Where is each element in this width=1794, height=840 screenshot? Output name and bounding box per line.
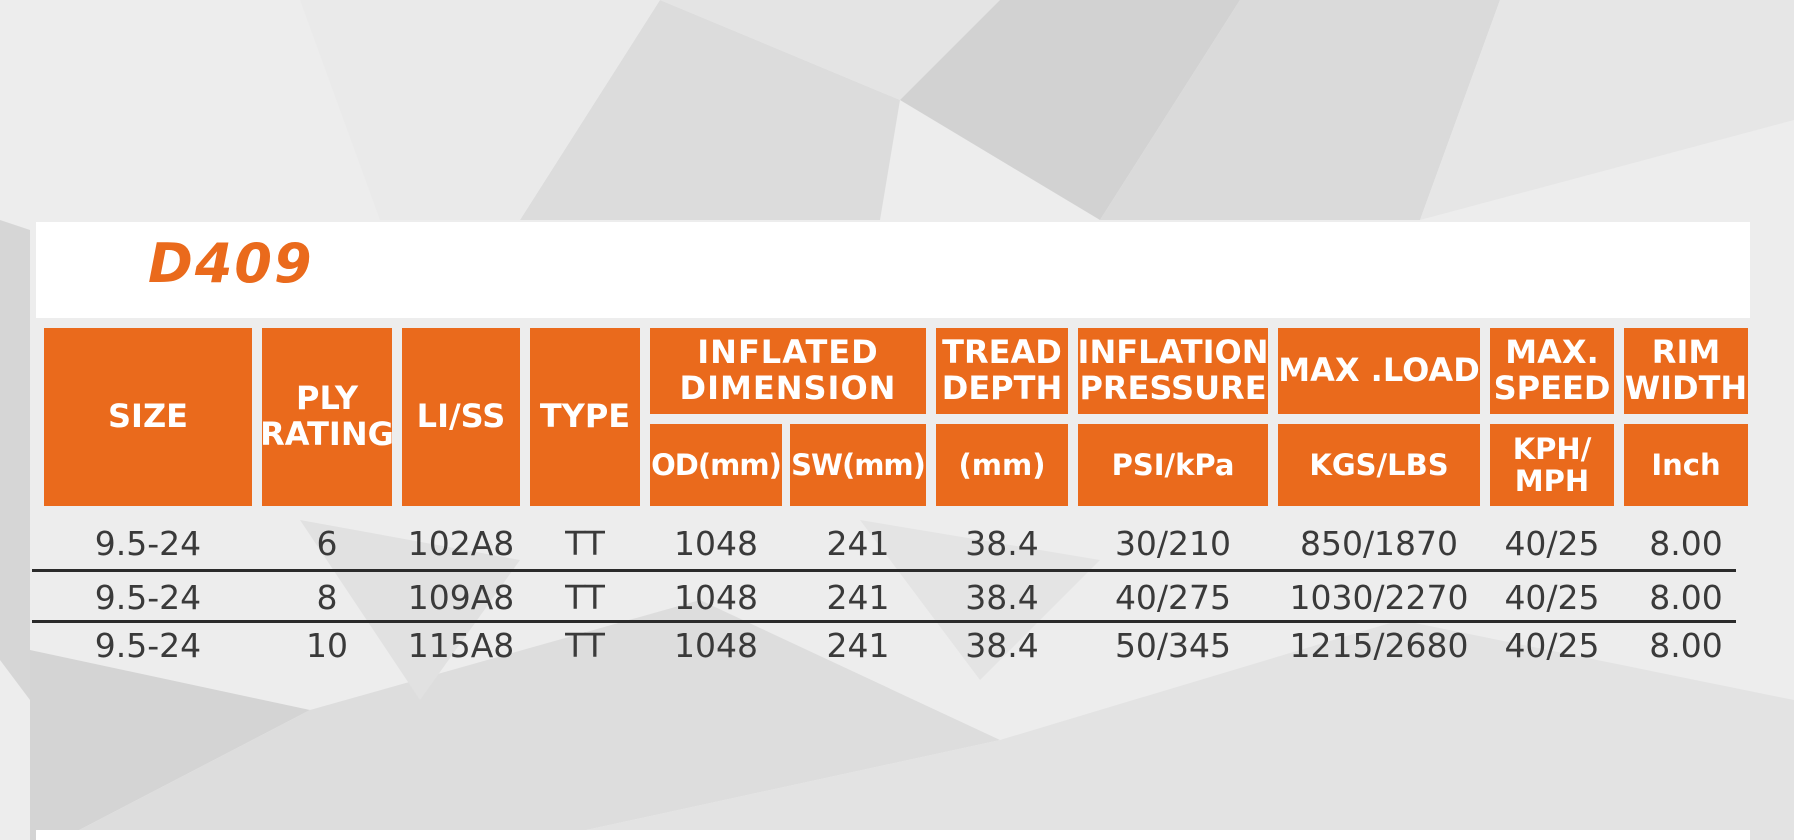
bottom-strip bbox=[36, 830, 1750, 840]
cell-speed: 40/25 bbox=[1504, 577, 1600, 617]
header-sw: SW(mm) bbox=[790, 424, 926, 506]
product-title: D409 bbox=[148, 232, 314, 295]
cell-type: TT bbox=[565, 625, 605, 665]
cell-size: 9.5-24 bbox=[94, 625, 202, 665]
cell-od: 1048 bbox=[674, 625, 758, 665]
cell-load: 1030/2270 bbox=[1289, 577, 1469, 617]
cell-load: 1215/2680 bbox=[1289, 625, 1469, 665]
cell-li-ss: 109A8 bbox=[407, 577, 515, 617]
cell-tread: 38.4 bbox=[965, 523, 1039, 563]
header-max-speed: MAX. SPEED bbox=[1490, 328, 1614, 414]
table-row: 9.5-24 6 102A8 TT 1048 241 38.4 30/210 8… bbox=[32, 518, 1736, 568]
header-inflation-pressure-unit: PSI/kPa bbox=[1078, 424, 1268, 506]
cell-tread: 38.4 bbox=[965, 625, 1039, 665]
table-row: 9.5-24 10 115A8 TT 1048 241 38.4 50/345 … bbox=[32, 620, 1736, 670]
header-li-ss: LI/SS bbox=[402, 328, 520, 506]
table-row: 9.5-24 8 109A8 TT 1048 241 38.4 40/275 1… bbox=[32, 572, 1736, 622]
cell-speed: 40/25 bbox=[1504, 523, 1600, 563]
cell-ply: 6 bbox=[316, 523, 338, 563]
cell-rim: 8.00 bbox=[1649, 523, 1723, 563]
cell-ply: 8 bbox=[316, 577, 338, 617]
header-inflation-pressure: INFLATION PRESSURE bbox=[1078, 328, 1268, 414]
cell-type: TT bbox=[565, 523, 605, 563]
header-rim-width: RIM WIDTH bbox=[1624, 328, 1748, 414]
header-inflated-dimension: INFLATED DIMENSION bbox=[650, 328, 926, 414]
cell-tread: 38.4 bbox=[965, 577, 1039, 617]
cell-ply: 10 bbox=[306, 625, 348, 665]
cell-sw: 241 bbox=[826, 523, 890, 563]
cell-rim: 8.00 bbox=[1649, 625, 1723, 665]
cell-pressure: 40/275 bbox=[1114, 577, 1232, 617]
title-band bbox=[36, 222, 1750, 318]
row-divider bbox=[32, 569, 1736, 572]
cell-size: 9.5-24 bbox=[94, 577, 202, 617]
header-rim-width-unit: Inch bbox=[1624, 424, 1748, 506]
header-size: SIZE bbox=[44, 328, 252, 506]
cell-type: TT bbox=[565, 577, 605, 617]
cell-speed: 40/25 bbox=[1504, 625, 1600, 665]
header-max-load-unit: KGS/LBS bbox=[1278, 424, 1480, 506]
cell-pressure: 30/210 bbox=[1114, 523, 1232, 563]
header-max-load: MAX .LOAD bbox=[1278, 328, 1480, 414]
cell-load: 850/1870 bbox=[1299, 523, 1459, 563]
header-ply-rating: PLY RATING bbox=[260, 328, 394, 506]
row-divider bbox=[32, 620, 1736, 623]
header-max-speed-unit: KPH/ MPH bbox=[1490, 424, 1614, 506]
header-tread-depth-unit: (mm) bbox=[936, 424, 1068, 506]
cell-sw: 241 bbox=[826, 625, 890, 665]
cell-rim: 8.00 bbox=[1649, 577, 1723, 617]
cell-size: 9.5-24 bbox=[94, 523, 202, 563]
cell-od: 1048 bbox=[674, 577, 758, 617]
header-od: OD(mm) bbox=[650, 424, 782, 506]
header-tread-depth: TREAD DEPTH bbox=[936, 328, 1068, 414]
cell-pressure: 50/345 bbox=[1114, 625, 1232, 665]
cell-li-ss: 115A8 bbox=[407, 625, 515, 665]
cell-li-ss: 102A8 bbox=[407, 523, 515, 563]
cell-od: 1048 bbox=[674, 523, 758, 563]
cell-sw: 241 bbox=[826, 577, 890, 617]
header-type: TYPE bbox=[530, 328, 640, 506]
